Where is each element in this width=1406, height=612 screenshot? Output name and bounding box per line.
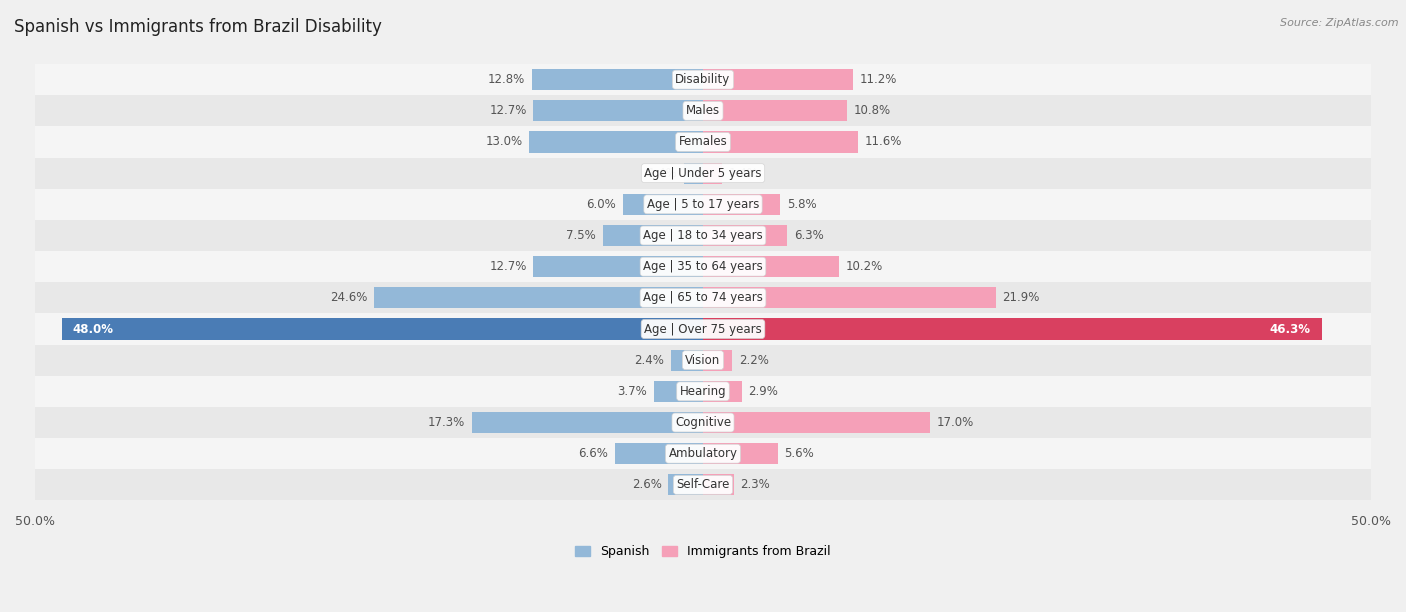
Bar xyxy=(35,282,1371,313)
Bar xyxy=(529,132,703,152)
Bar xyxy=(35,220,1371,251)
Text: 6.6%: 6.6% xyxy=(578,447,609,460)
Text: 48.0%: 48.0% xyxy=(72,323,114,335)
Bar xyxy=(35,95,1371,127)
Text: 12.7%: 12.7% xyxy=(489,104,527,118)
Text: 2.3%: 2.3% xyxy=(741,479,770,491)
Bar xyxy=(35,345,1371,376)
Text: 21.9%: 21.9% xyxy=(1002,291,1039,304)
Bar xyxy=(703,194,780,215)
Text: Females: Females xyxy=(679,135,727,149)
Bar xyxy=(703,163,721,184)
Text: 11.2%: 11.2% xyxy=(859,73,897,86)
Bar xyxy=(374,287,703,308)
Bar xyxy=(603,225,703,246)
Text: Self-Care: Self-Care xyxy=(676,479,730,491)
Bar xyxy=(533,100,703,121)
Bar xyxy=(703,381,742,402)
Text: Age | Under 5 years: Age | Under 5 years xyxy=(644,166,762,180)
Bar xyxy=(703,287,995,308)
Bar xyxy=(472,412,703,433)
Text: 10.2%: 10.2% xyxy=(846,260,883,273)
Text: Source: ZipAtlas.com: Source: ZipAtlas.com xyxy=(1281,18,1399,28)
Bar xyxy=(703,225,787,246)
Bar xyxy=(533,256,703,277)
Text: 5.6%: 5.6% xyxy=(785,447,814,460)
Text: 3.7%: 3.7% xyxy=(617,385,647,398)
Text: Age | Over 75 years: Age | Over 75 years xyxy=(644,323,762,335)
Bar xyxy=(703,474,734,496)
Legend: Spanish, Immigrants from Brazil: Spanish, Immigrants from Brazil xyxy=(571,540,835,563)
Text: 7.5%: 7.5% xyxy=(567,229,596,242)
Text: 12.8%: 12.8% xyxy=(488,73,526,86)
Text: Disability: Disability xyxy=(675,73,731,86)
Bar xyxy=(35,469,1371,501)
Text: 46.3%: 46.3% xyxy=(1270,323,1310,335)
Text: 1.4%: 1.4% xyxy=(648,166,678,180)
Text: 12.7%: 12.7% xyxy=(489,260,527,273)
Text: Vision: Vision xyxy=(685,354,721,367)
Text: 6.0%: 6.0% xyxy=(586,198,616,211)
Text: 5.8%: 5.8% xyxy=(787,198,817,211)
Text: Age | 5 to 17 years: Age | 5 to 17 years xyxy=(647,198,759,211)
Text: Ambulatory: Ambulatory xyxy=(668,447,738,460)
Text: 6.3%: 6.3% xyxy=(794,229,824,242)
Text: Age | 18 to 34 years: Age | 18 to 34 years xyxy=(643,229,763,242)
Bar xyxy=(623,194,703,215)
Bar xyxy=(35,376,1371,407)
Text: 2.6%: 2.6% xyxy=(631,479,662,491)
Text: 10.8%: 10.8% xyxy=(853,104,891,118)
Text: Spanish vs Immigrants from Brazil Disability: Spanish vs Immigrants from Brazil Disabi… xyxy=(14,18,382,36)
Bar xyxy=(531,69,703,90)
Bar xyxy=(703,349,733,371)
Text: 24.6%: 24.6% xyxy=(330,291,367,304)
Bar xyxy=(703,256,839,277)
Text: 11.6%: 11.6% xyxy=(865,135,903,149)
Bar xyxy=(614,443,703,465)
Text: 2.9%: 2.9% xyxy=(748,385,779,398)
Text: 17.0%: 17.0% xyxy=(936,416,974,429)
Bar xyxy=(703,412,931,433)
Text: Age | 65 to 74 years: Age | 65 to 74 years xyxy=(643,291,763,304)
Bar xyxy=(703,69,852,90)
Bar xyxy=(685,163,703,184)
Bar xyxy=(703,318,1322,340)
Text: 2.4%: 2.4% xyxy=(634,354,664,367)
Bar xyxy=(62,318,703,340)
Text: Age | 35 to 64 years: Age | 35 to 64 years xyxy=(643,260,763,273)
Bar xyxy=(35,251,1371,282)
Text: 1.4%: 1.4% xyxy=(728,166,758,180)
Text: 17.3%: 17.3% xyxy=(427,416,465,429)
Bar xyxy=(35,407,1371,438)
Bar xyxy=(35,127,1371,157)
Text: Hearing: Hearing xyxy=(679,385,727,398)
Bar xyxy=(35,438,1371,469)
Bar xyxy=(35,157,1371,188)
Bar xyxy=(654,381,703,402)
Bar xyxy=(668,474,703,496)
Bar xyxy=(703,100,848,121)
Text: 13.0%: 13.0% xyxy=(485,135,523,149)
Bar xyxy=(35,313,1371,345)
Bar xyxy=(35,64,1371,95)
Text: 2.2%: 2.2% xyxy=(740,354,769,367)
Bar xyxy=(671,349,703,371)
Text: Cognitive: Cognitive xyxy=(675,416,731,429)
Bar xyxy=(35,188,1371,220)
Text: Males: Males xyxy=(686,104,720,118)
Bar xyxy=(703,443,778,465)
Bar xyxy=(703,132,858,152)
